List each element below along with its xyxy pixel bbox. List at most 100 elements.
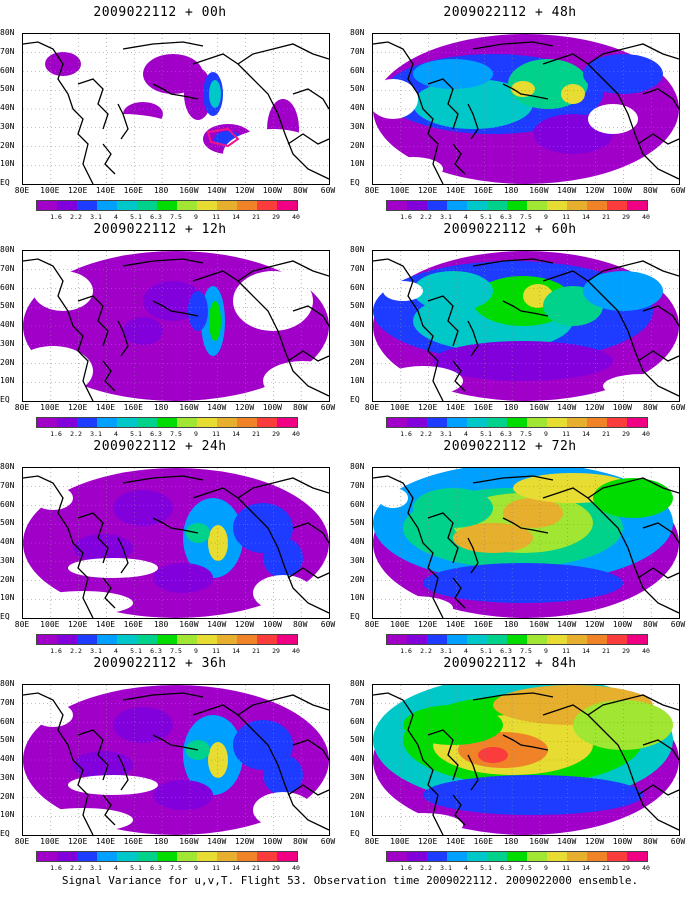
coastline <box>102 143 116 175</box>
coastline <box>373 475 444 618</box>
longitude-label: 140E <box>95 403 116 412</box>
low-variance-area <box>648 817 679 833</box>
colorbar-swatch <box>217 201 237 210</box>
variance-contour <box>583 54 663 94</box>
longitude-label: 80W <box>292 186 308 195</box>
colorbar-label: 9 <box>194 864 198 872</box>
colorbar-label: 11 <box>212 864 220 872</box>
latitude-label: 20N <box>350 791 365 801</box>
low-variance-area <box>613 598 679 618</box>
latitude-label: 40N <box>0 103 15 112</box>
latitude-label: 60N <box>0 499 15 509</box>
colorbar-swatch <box>427 852 447 861</box>
longitude-label: 60W <box>320 403 336 412</box>
colorbar-swatch <box>627 852 647 861</box>
latitude-label: 30N <box>350 555 365 565</box>
longitude-label: 60W <box>320 837 336 846</box>
longitude-label: 160E <box>473 403 493 412</box>
colorbar-label: 40 <box>292 647 300 655</box>
colorbar-swatch <box>587 201 607 210</box>
longitude-label: 60W <box>320 620 336 629</box>
longitude-label: 80W <box>292 620 308 629</box>
colorbar-label: 3.1 <box>440 647 452 655</box>
latitude-label: 10N <box>0 593 15 603</box>
colorbar-swatch <box>607 201 627 210</box>
longitude-label: 120W <box>584 837 605 846</box>
coastline <box>642 305 679 327</box>
coastline <box>373 692 444 835</box>
colorbar-swatch <box>277 852 297 861</box>
latitude-label: 40N <box>0 754 15 763</box>
variance-contour <box>73 534 133 562</box>
colorbar-label: 11 <box>562 213 570 221</box>
map-panel: 2009022112 + 12h 80N 70N 60N 50N 40N 30N 20N 10N… <box>0 222 340 438</box>
colorbar-label: 14 <box>582 864 590 872</box>
longitude-label: 100W <box>612 620 632 629</box>
longitude-label: 100E <box>390 403 410 412</box>
variance-contour <box>561 84 585 104</box>
latitude-label: 20N <box>0 574 15 584</box>
colorbar-label: 6.3 <box>150 213 162 221</box>
coastline <box>192 53 329 180</box>
longitude-label: 160W <box>529 620 549 629</box>
colorbar-label: 5.1 <box>480 430 492 438</box>
low-variance-area <box>378 488 408 508</box>
latitude-label: 60N <box>0 716 15 726</box>
longitude-label: 80E <box>14 186 30 195</box>
colorbar-swatch <box>57 201 77 210</box>
longitude-label: 120W <box>234 403 255 412</box>
colorbar-swatch <box>57 418 77 427</box>
coastline <box>502 734 549 751</box>
latitude-label: 80N <box>350 462 365 471</box>
colorbar-swatch <box>137 418 157 427</box>
variance-map <box>22 684 330 836</box>
longitude-label: 120E <box>67 620 88 629</box>
variance-contour <box>153 563 213 593</box>
colorbar-swatch <box>547 201 567 210</box>
longitude-label: 80E <box>364 403 380 412</box>
low-variance-area <box>588 104 638 134</box>
coastline <box>237 260 329 282</box>
colorbar-label: 9 <box>194 213 198 221</box>
latitude-label: 80N <box>350 245 365 254</box>
low-variance-area <box>33 808 133 832</box>
longitude-label: 140W <box>557 186 577 195</box>
variance-map <box>22 33 330 185</box>
colorbar-swatch <box>257 418 277 427</box>
variance-contour <box>208 742 228 778</box>
colorbar-label: 11 <box>212 430 220 438</box>
colorbar-swatch <box>487 418 507 427</box>
variance-map <box>372 467 680 619</box>
colorbar <box>386 417 648 428</box>
variance-map <box>22 467 330 619</box>
colorbar-swatch <box>217 635 237 644</box>
flight-track <box>206 127 240 148</box>
latitude-label: 10N <box>350 376 365 386</box>
colorbar-label: 7.5 <box>170 213 182 221</box>
map-panel: 2009022112 + 72h 80N 70N 60N 50N 40N 30N 20N 10N… <box>350 439 690 655</box>
variance-contour <box>153 780 213 810</box>
colorbar-swatch <box>117 852 137 861</box>
colorbar-label: 4 <box>464 647 468 655</box>
latitude-label: EQ <box>350 612 360 621</box>
colorbar-swatch <box>507 201 527 210</box>
colorbar-swatch <box>567 852 587 861</box>
latitude-label: 60N <box>0 282 15 292</box>
latitude-label: 10N <box>350 810 365 820</box>
colorbar-swatch <box>57 852 77 861</box>
colorbar-swatch <box>177 418 197 427</box>
longitude-label: 120W <box>584 186 605 195</box>
colorbar-label: 1.6 <box>50 864 62 872</box>
longitude-label: 160W <box>179 837 199 846</box>
longitude-label: 180 <box>153 620 169 629</box>
latitude-label: 80N <box>0 679 15 688</box>
longitude-label: 60W <box>320 186 336 195</box>
colorbar-label: 7.5 <box>170 864 182 872</box>
longitude-label: 140W <box>557 620 577 629</box>
coastline <box>587 694 679 716</box>
longitude-label: 100E <box>40 620 60 629</box>
colorbar-swatch <box>177 201 197 210</box>
longitude-label: 140E <box>445 403 466 412</box>
variance-contour <box>263 538 303 578</box>
latitude-label: 40N <box>350 103 365 112</box>
